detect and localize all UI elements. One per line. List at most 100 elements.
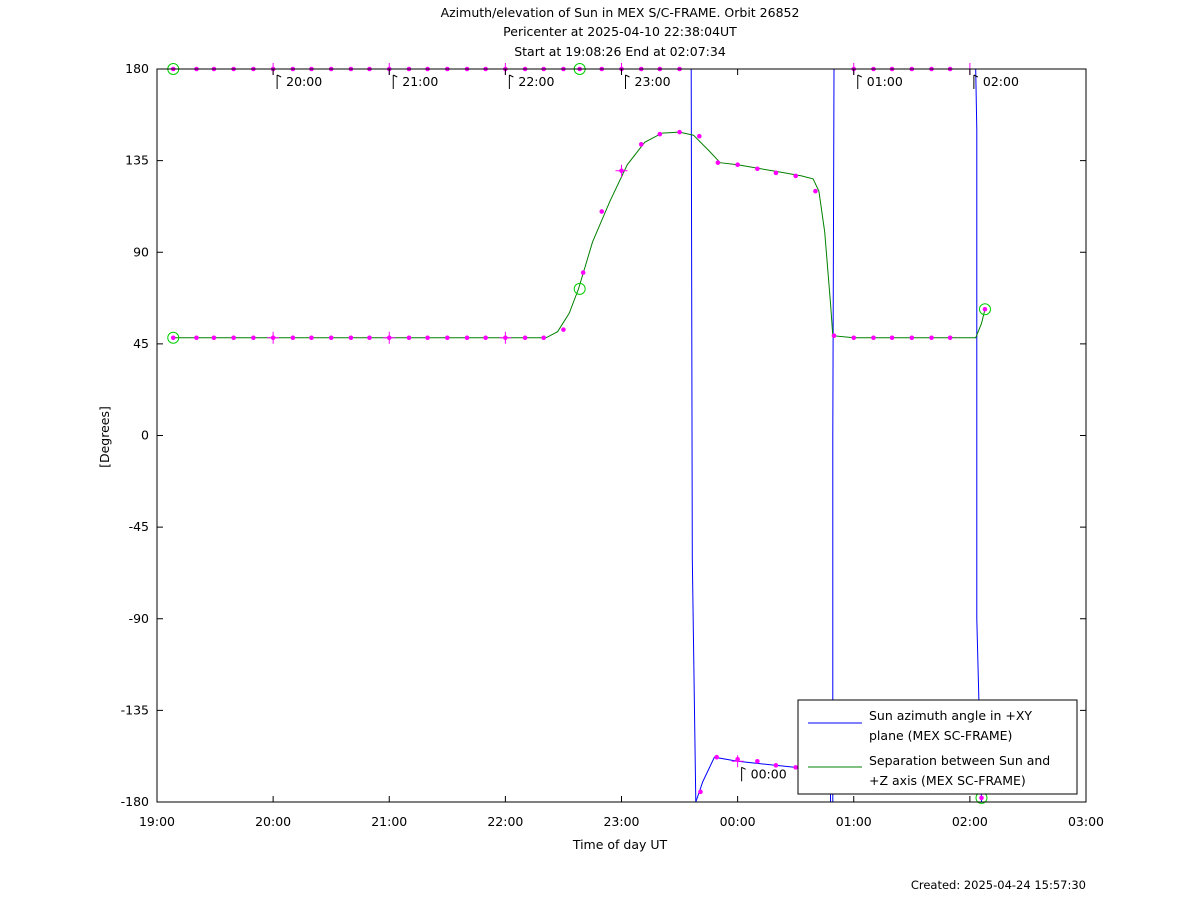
- x-tick-label: 21:00: [371, 814, 407, 829]
- chart-subtitle-2: Start at 19:08:26 End at 02:07:34: [514, 44, 726, 59]
- x-tick-label: 03:00: [1068, 814, 1104, 829]
- hour-cross-marker: [615, 164, 628, 177]
- x-tick-label: 23:00: [603, 814, 639, 829]
- data-point-marker: [425, 335, 430, 341]
- legend-label-azimuth: Sun azimuth angle in +XY plane (MEX SC-FR…: [869, 708, 1032, 743]
- data-point-marker: [735, 162, 740, 167]
- time-annotation-tick: [276, 74, 282, 78]
- data-point-marker: [211, 335, 217, 341]
- data-point-marker: [251, 335, 256, 341]
- time-annotation-tick: [741, 766, 746, 770]
- hour-cross-marker: [499, 331, 512, 344]
- time-annotation-tick: [393, 74, 398, 78]
- data-point-marker: [755, 758, 760, 764]
- data-point-marker: [522, 335, 528, 341]
- y-tick-label: 45: [133, 336, 149, 351]
- data-point-marker: [871, 335, 876, 341]
- y-axis-label: [Degrees]: [97, 406, 112, 468]
- y-tick-label: 135: [125, 153, 149, 168]
- y-tick-label: -135: [121, 702, 149, 717]
- event-circle-marker: [978, 303, 991, 316]
- x-tick-label: 19:00: [139, 814, 175, 829]
- legend-label-separation: Separation between Sun and +Z axis (MEX S…: [869, 753, 1050, 788]
- time-annotation-label: 23:00: [635, 74, 671, 89]
- azimuth-series-line: [832, 68, 835, 802]
- time-annotation-tick: [625, 74, 630, 78]
- data-point-marker: [947, 335, 953, 341]
- time-annotation-label: 20:00: [286, 74, 322, 89]
- data-point-marker: [290, 335, 296, 341]
- data-point-marker: [657, 131, 663, 137]
- data-point-marker: [309, 335, 314, 341]
- data-point-marker: [831, 333, 837, 339]
- hour-cross-marker: [267, 331, 280, 344]
- data-point-marker: [813, 188, 818, 194]
- separation-series-line: [173, 131, 986, 339]
- plot-frame: [156, 68, 1087, 803]
- data-point-marker: [979, 795, 984, 801]
- time-annotation-tick: [509, 74, 514, 78]
- legend-box: [797, 699, 1078, 795]
- data-point-marker: [793, 765, 798, 770]
- data-point-marker: [698, 789, 703, 795]
- hour-cross-marker: [383, 331, 396, 344]
- x-axis-label: Time of day UT: [572, 837, 668, 852]
- data-point-marker: [483, 335, 488, 341]
- plot-data-layer: 20:00 21:00 22:00 23:00 00:00 01:00 02:00: [167, 63, 1019, 804]
- data-point-marker: [714, 754, 720, 760]
- data-point-marker: [638, 142, 644, 147]
- data-point-marker: [464, 335, 470, 341]
- x-tick-label: 01:00: [836, 814, 872, 829]
- time-annotation-tick: [857, 74, 862, 78]
- time-annotation-label: 02:00: [983, 74, 1019, 89]
- y-tick-label: 90: [133, 244, 149, 259]
- data-point-marker: [715, 160, 721, 165]
- legend-label-azimuth-line-1: Sun azimuth angle in +XY: [869, 708, 1032, 723]
- data-point-marker: [773, 170, 779, 176]
- time-annotation-label: 22:00: [518, 74, 554, 89]
- event-circle-marker: [167, 331, 180, 344]
- data-point-marker: [982, 306, 988, 312]
- data-point-marker: [561, 327, 566, 332]
- legend: Sun azimuth angle in +XY plane (MEX SC-FR…: [797, 699, 1078, 795]
- time-annotation-label: 00:00: [751, 766, 787, 781]
- data-point-marker: [677, 129, 682, 135]
- data-point-marker: [445, 335, 450, 341]
- legend-label-separation-line-2: +Z axis (MEX SC-FRAME): [869, 773, 1026, 788]
- x-tick-label: 22:00: [487, 814, 523, 829]
- data-point-marker: [194, 335, 199, 341]
- azimuth-series-line: [173, 68, 697, 803]
- hour-cross-marker: [731, 755, 744, 768]
- data-point-marker: [793, 173, 798, 179]
- y-tick-label: -90: [129, 611, 149, 626]
- x-tick-label: 00:00: [720, 814, 756, 829]
- time-annotation-tick: [973, 74, 979, 78]
- time-annotation-label: 21:00: [402, 74, 438, 89]
- y-tick-label: 180: [125, 61, 149, 76]
- data-point-marker: [755, 166, 760, 172]
- plot-axes-layer: 19:00 20:00 21:00 22:00 23:00 00:00 01:00 02:00…: [121, 61, 1104, 829]
- data-point-marker: [328, 335, 334, 341]
- data-point-marker: [231, 335, 236, 341]
- data-point-marker: [367, 335, 372, 341]
- x-tick-label: 20:00: [255, 814, 291, 829]
- event-circle-marker: [573, 282, 586, 295]
- legend-label-separation-line-1: Separation between Sun and: [869, 753, 1050, 768]
- data-point-marker: [929, 335, 934, 341]
- data-point-marker: [773, 763, 779, 768]
- data-point-marker: [170, 335, 176, 341]
- chart-title: Azimuth/elevation of Sun in MEX S/C-FRAM…: [441, 5, 800, 20]
- created-footer: Created: 2025-04-24 15:57:30: [911, 878, 1086, 892]
- legend-label-azimuth-line-2: plane (MEX SC-FRAME): [869, 728, 1012, 743]
- data-point-marker: [599, 209, 605, 214]
- x-tick-label: 02:00: [952, 814, 988, 829]
- data-point-marker: [851, 335, 857, 341]
- azimuth-series-line: [834, 68, 982, 803]
- data-point-marker: [406, 335, 412, 341]
- data-point-marker: [541, 335, 546, 341]
- data-point-marker: [580, 270, 586, 275]
- time-annotation-label: 01:00: [867, 74, 903, 89]
- data-point-marker: [909, 335, 915, 341]
- y-tick-label: 0: [141, 428, 149, 443]
